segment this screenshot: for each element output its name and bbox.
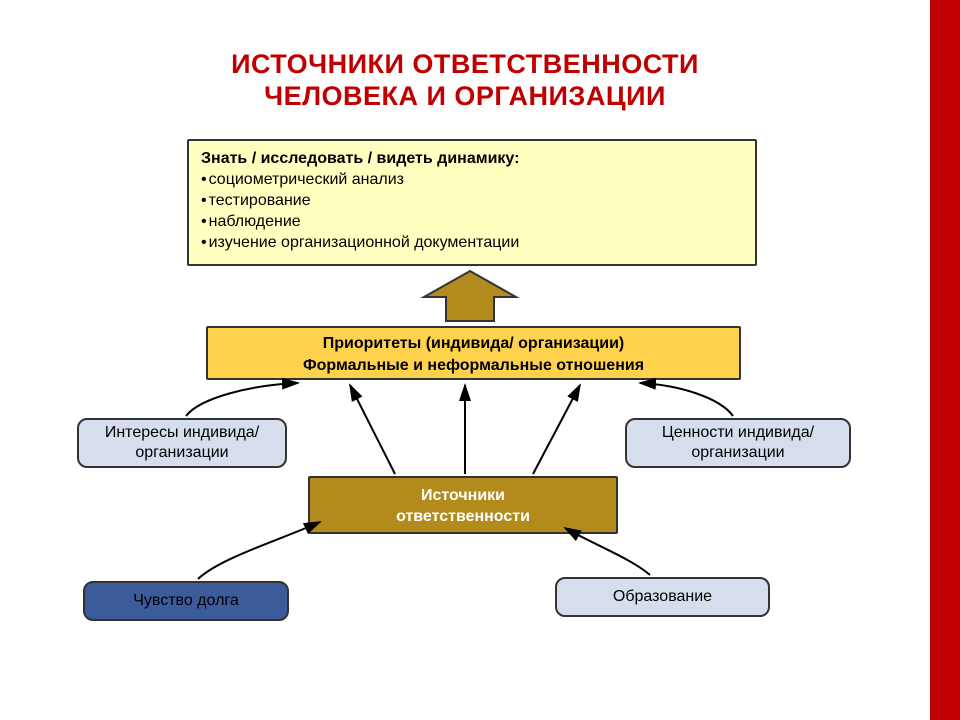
node-values: Ценности индивида/организации (625, 418, 851, 468)
priorities-line1: Приоритеты (индивида/ организации) (208, 333, 739, 355)
node-education-text: Образование (613, 587, 712, 607)
node-interests-text: Интересы индивида/организации (105, 423, 259, 463)
know-heading: Знать / исследовать / видеть динамику: (201, 148, 743, 169)
accent-bar (930, 0, 960, 720)
source-line1: Источники (310, 486, 616, 507)
source-box: Источники ответственности (308, 476, 618, 534)
know-item-2: наблюдение (201, 211, 743, 232)
node-education: Образование (555, 577, 770, 617)
know-item-3: изучение организационной документации (201, 232, 743, 253)
priorities-box: Приоритеты (индивида/ организации) Форма… (206, 326, 741, 380)
priorities-line2: Формальные и неформальные отношения (208, 355, 739, 377)
source-line2: ответственности (310, 507, 616, 528)
up-arrow-icon (420, 269, 520, 324)
know-item-0: социометрический анализ (201, 169, 743, 190)
title-line1: ИСТОЧНИКИ ОТВЕТСТВЕННОСТИ (231, 49, 699, 79)
node-duty: Чувство долга (83, 581, 289, 621)
know-list: социометрический анализ тестирование наб… (201, 169, 743, 253)
know-item-1: тестирование (201, 190, 743, 211)
slide-title: ИСТОЧНИКИ ОТВЕТСТВЕННОСТИ ЧЕЛОВЕКА И ОРГ… (0, 48, 930, 113)
know-box: Знать / исследовать / видеть динамику: с… (187, 139, 757, 266)
node-duty-text: Чувство долга (133, 591, 239, 611)
title-line2: ЧЕЛОВЕКА И ОРГАНИЗАЦИИ (264, 81, 666, 111)
node-values-text: Ценности индивида/организации (662, 423, 814, 463)
page-number: 7 (932, 684, 960, 700)
node-interests: Интересы индивида/организации (77, 418, 287, 468)
